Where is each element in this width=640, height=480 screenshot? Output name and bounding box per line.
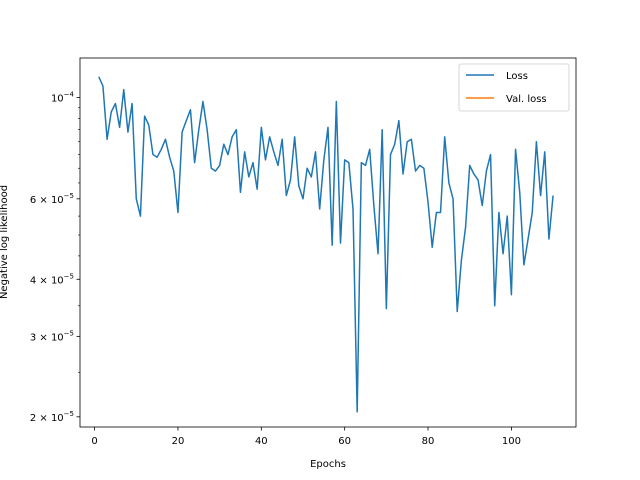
y-tick-label: 4 × 10−5: [30, 272, 74, 286]
y-tick-label: 10−4: [51, 90, 75, 104]
x-tick-label: 0: [91, 436, 97, 447]
y-tick-label: 3 × 10−5: [30, 329, 74, 343]
ticks-layer: 0 20 40 60 80 100 10−4 6 × 10−5 4 × 10−5 3 × 10−5…: [30, 90, 521, 447]
y-tick-label: 2 × 10−5: [30, 410, 74, 424]
x-tick-label: 80: [422, 436, 435, 447]
x-tick-label: 60: [338, 436, 351, 447]
legend-label-loss: Loss: [506, 71, 528, 82]
axes-frame: [79, 57, 577, 428]
legend-label-val-loss: Val. loss: [506, 94, 547, 105]
series-layer: [98, 76, 554, 413]
x-axis-label: Epochs: [310, 459, 346, 470]
legend: Loss Val. loss: [458, 63, 570, 112]
y-tick-label: 6 × 10−5: [30, 192, 74, 206]
series-line-0: [98, 76, 554, 413]
x-tick-label: 40: [255, 436, 268, 447]
x-tick-label: 100: [502, 436, 521, 447]
x-tick-label: 20: [172, 436, 185, 447]
y-axis-label: Negative log likelihood: [0, 185, 10, 299]
